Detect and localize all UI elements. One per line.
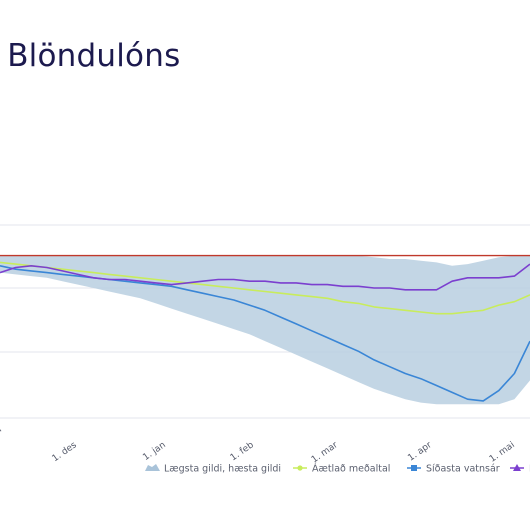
x-tick-label: 1. jan: [141, 440, 167, 463]
legend-label: Síðasta vatnsár: [426, 464, 500, 475]
x-tick-label: 1. mai: [488, 440, 517, 464]
legend-item-1[interactable]: Áætlað meðaltal: [293, 463, 390, 475]
legend-label: Áætlað meðaltal: [312, 463, 390, 475]
range-band-layer: [0, 255, 530, 405]
legend-marker-triangle: [513, 464, 521, 471]
legend-marker-area: [145, 464, 160, 471]
legend-marker-square: [411, 465, 417, 471]
series-line-n: [0, 263, 530, 291]
x-tick-edge: ı: [0, 425, 4, 435]
series-line-layer: [0, 261, 530, 402]
legend-label: Lægsta gildi, hæsta gildi: [164, 464, 281, 475]
legend-item-2[interactable]: Síðasta vatnsár: [407, 464, 500, 475]
chart-title: ð Blöndulóns: [0, 38, 181, 74]
legend-item-0[interactable]: Lægsta gildi, hæsta gildi: [145, 464, 281, 475]
x-tick-label: 1. des: [51, 440, 79, 464]
range-band: [0, 255, 530, 405]
x-tick-label: 1. apr: [406, 440, 434, 463]
x-axis-ticks: ı 1. des 1. jan 1. feb 1. mar 1. apr 1. mai: [0, 425, 517, 466]
legend[interactable]: Lægsta gildi, hæsta gildi Áætlað meðaltal…: [145, 463, 530, 475]
series-line-áætlað-meðaltal: [0, 261, 530, 315]
x-tick-label: 1. mar: [310, 440, 340, 465]
x-tick-label: 1. feb: [229, 440, 256, 463]
legend-item-3[interactable]: N: [510, 464, 530, 475]
legend-marker-dot: [297, 465, 303, 471]
